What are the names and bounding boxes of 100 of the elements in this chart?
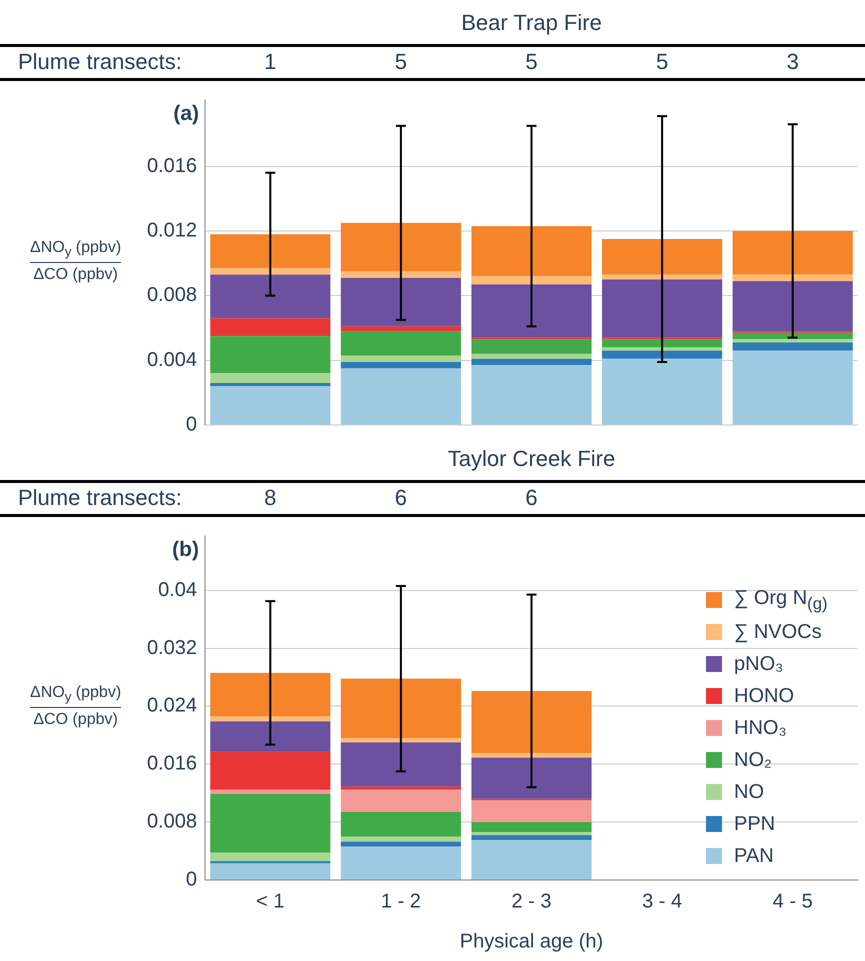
bar <box>602 279 722 338</box>
text: 1 <box>264 49 276 75</box>
bar <box>471 284 592 338</box>
x-tick-label: 4 - 5 <box>772 890 813 913</box>
text: 8 <box>264 485 276 511</box>
bar <box>602 350 722 359</box>
bar <box>471 835 592 840</box>
bar <box>210 373 330 383</box>
chart-title: Bear Trap Fire <box>461 10 602 36</box>
bar <box>732 339 853 343</box>
text: 5 <box>394 49 408 75</box>
text: Plume transects: <box>18 485 182 511</box>
bar <box>732 332 853 340</box>
bar <box>340 789 461 812</box>
text: 6 <box>394 485 408 511</box>
bar <box>602 274 722 280</box>
y-tick-label: 0.008 <box>146 284 197 306</box>
bar <box>471 354 592 359</box>
chart-title: Taylor Creek Fire <box>448 446 616 472</box>
bar <box>210 336 330 374</box>
bar <box>210 268 330 275</box>
y-tick-label: 0.024 <box>146 694 197 717</box>
bar <box>471 753 592 758</box>
bar <box>471 226 592 276</box>
y-axis-title: ΔNO$_{y}$ (ppbv) ΔCO (ppbv) <box>30 238 122 284</box>
bar <box>471 690 592 754</box>
bar <box>471 339 592 354</box>
bar <box>471 800 592 822</box>
x-tick-label: 2 - 3 <box>511 890 552 913</box>
legend-label: ∑ NVOCs <box>734 620 822 644</box>
bar <box>340 842 461 847</box>
text: 6 <box>525 485 538 511</box>
text: 3 <box>786 49 799 75</box>
bar <box>210 721 330 752</box>
bar <box>471 758 592 799</box>
y-tick-label: 0.032 <box>146 636 197 659</box>
bar <box>732 342 853 351</box>
bar <box>210 863 330 880</box>
bar <box>471 822 592 832</box>
bar <box>210 716 330 722</box>
bar <box>210 274 330 318</box>
bar <box>471 832 592 836</box>
legend-label: NO₂ <box>734 748 772 772</box>
legend-label: PPN <box>734 812 776 836</box>
bar <box>732 230 853 275</box>
bar <box>340 326 461 332</box>
x-tick-label: 1 - 2 <box>380 890 421 913</box>
bar <box>340 278 461 326</box>
x-tick-label: < 1 <box>256 890 284 913</box>
y-tick-label: 0.04 <box>158 578 197 601</box>
bar <box>210 789 330 794</box>
bar <box>732 281 853 332</box>
x-tick-label: 3 - 4 <box>642 890 682 913</box>
bar <box>340 846 461 880</box>
bar <box>210 752 330 790</box>
bar <box>210 234 330 268</box>
bar <box>210 794 330 852</box>
bar <box>340 678 461 738</box>
y-tick-label: 0 <box>186 414 197 436</box>
bar <box>340 222 461 272</box>
y-tick-label: 0.012 <box>146 219 197 242</box>
bar <box>340 368 461 424</box>
text: (a) <box>173 102 199 126</box>
y-axis-title: ΔNO$_{y}$ (ppbv) ΔCO (ppbv) <box>30 684 122 730</box>
legend-label: ∑ Org N$_{(g)}$ <box>734 586 828 614</box>
bar <box>602 347 722 351</box>
bar <box>732 350 853 424</box>
bar <box>471 840 592 880</box>
bar <box>340 742 461 787</box>
bar <box>340 738 461 742</box>
text: 5 <box>525 49 538 75</box>
bar <box>340 271 461 278</box>
bar <box>471 276 592 284</box>
bar <box>340 355 461 362</box>
legend-label: pNO₃ <box>734 652 784 676</box>
y-tick-label: 0 <box>186 868 197 891</box>
x-axis-title: Physical age (h) <box>460 930 604 953</box>
y-tick-label: 0.004 <box>146 348 197 371</box>
bar <box>210 852 330 862</box>
bar <box>210 382 330 386</box>
y-tick-label: 0.016 <box>146 752 197 775</box>
bar <box>340 786 461 790</box>
y-tick-label: 0.008 <box>146 810 197 833</box>
text: (b) <box>172 538 199 562</box>
bar <box>340 812 461 837</box>
legend-label: PAN <box>734 844 774 868</box>
y-tick-label: 0.016 <box>146 154 197 177</box>
bar <box>210 672 330 716</box>
text: 5 <box>656 49 668 75</box>
bar <box>602 358 722 424</box>
bar <box>210 386 330 424</box>
bar <box>732 274 853 282</box>
legend-label: HNO₃ <box>734 716 787 740</box>
legend-label: HONO <box>734 684 794 708</box>
text: Plume transects: <box>18 49 182 75</box>
bar <box>471 358 592 366</box>
bar <box>602 239 722 275</box>
bar <box>340 836 461 842</box>
bar <box>602 339 722 348</box>
legend-label: NO <box>734 780 764 804</box>
